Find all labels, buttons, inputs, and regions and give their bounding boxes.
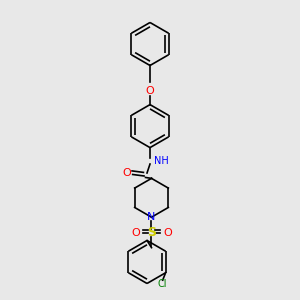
Text: O: O bbox=[163, 228, 172, 238]
Text: Cl: Cl bbox=[157, 279, 167, 289]
Text: O: O bbox=[122, 168, 131, 178]
Text: N: N bbox=[147, 212, 156, 222]
Text: O: O bbox=[131, 228, 140, 238]
Text: O: O bbox=[146, 86, 154, 97]
Text: NH: NH bbox=[154, 156, 168, 166]
Text: S: S bbox=[147, 226, 156, 239]
